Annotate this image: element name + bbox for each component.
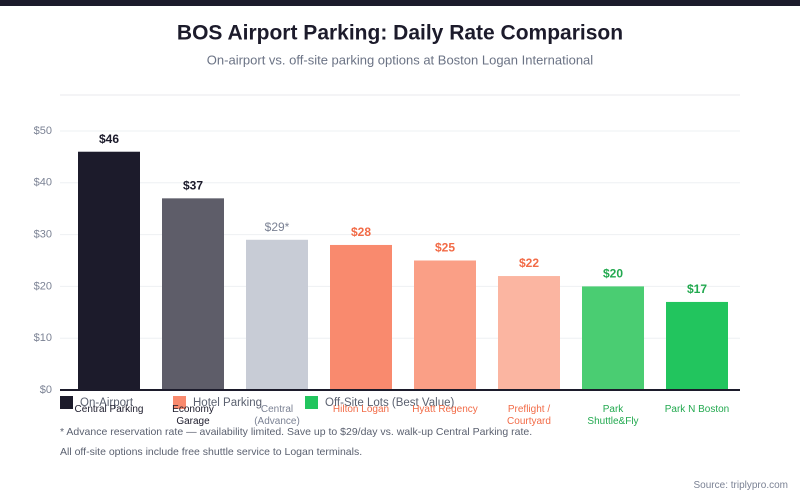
value-label: $25 <box>435 241 455 255</box>
x-tick-label: Preflight / Courtyard <box>507 404 551 427</box>
legend-label: On-Airport <box>80 397 134 409</box>
x-tick-label: Central Parking <box>74 404 144 415</box>
value-label: $29* <box>265 220 290 234</box>
top-bar <box>0 0 800 6</box>
x-tick-label: Hilton Logan <box>332 404 390 415</box>
value-label: $22 <box>519 256 539 270</box>
value-label: $46 <box>99 132 119 146</box>
x-tick-label: Park N Boston <box>664 404 730 415</box>
legend-label: Off-Site Lots (Best Value) <box>325 397 454 409</box>
value-label: $28 <box>351 225 371 239</box>
bar <box>582 286 644 390</box>
x-tick-label: Central (Advance) <box>254 404 300 427</box>
source: Source: triplypro.com <box>693 480 788 491</box>
bar <box>78 151 140 390</box>
legend-swatch <box>305 396 318 409</box>
bar <box>666 301 728 390</box>
y-tick-label: $0 <box>40 384 52 396</box>
bar <box>330 244 392 390</box>
bar <box>162 198 224 390</box>
bar <box>246 239 308 390</box>
footnote: * Advance reservation rate — availabilit… <box>60 426 533 438</box>
y-tick-label: $50 <box>34 125 52 137</box>
value-label: $17 <box>687 282 707 296</box>
bar <box>498 276 560 390</box>
bar <box>414 260 476 390</box>
x-tick-label: Economy Garage <box>172 404 214 427</box>
value-label: $37 <box>183 179 203 193</box>
y-tick-label: $40 <box>34 177 52 189</box>
legend-swatch <box>60 396 73 409</box>
y-tick-label: $20 <box>34 280 52 292</box>
y-tick-label: $30 <box>34 229 52 241</box>
value-label: $20 <box>603 267 623 281</box>
footnote: All off-site options include free shuttl… <box>60 446 363 458</box>
legend-label: Hotel Parking <box>193 397 262 409</box>
y-tick-label: $10 <box>34 332 52 344</box>
chart-title: BOS Airport Parking: Daily Rate Comparis… <box>177 22 623 45</box>
legend-swatch <box>173 396 186 409</box>
x-tick-label: Hyatt Regency <box>412 404 478 415</box>
chart-subtitle: On-airport vs. off-site parking options … <box>207 52 593 67</box>
x-tick-label: Park Shuttle&Fly <box>587 404 639 427</box>
